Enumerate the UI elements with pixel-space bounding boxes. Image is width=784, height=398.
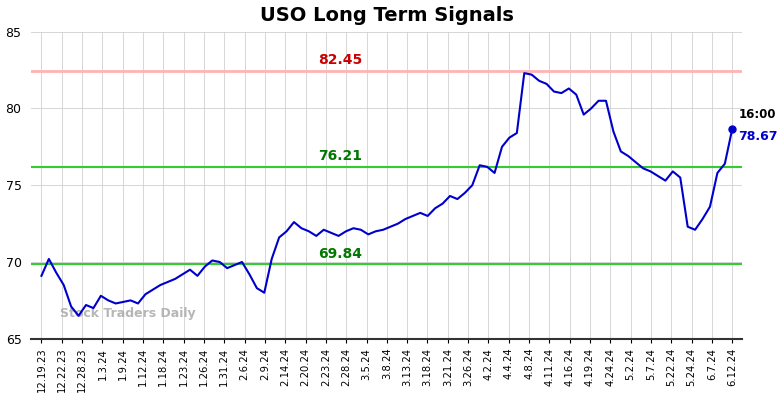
Text: 76.21: 76.21	[318, 149, 362, 163]
Title: USO Long Term Signals: USO Long Term Signals	[260, 6, 514, 25]
Text: Stock Traders Daily: Stock Traders Daily	[60, 307, 195, 320]
Text: 16:00: 16:00	[739, 108, 776, 121]
Text: 69.84: 69.84	[318, 247, 362, 261]
Text: 82.45: 82.45	[318, 53, 362, 67]
Text: 78.67: 78.67	[739, 131, 778, 143]
